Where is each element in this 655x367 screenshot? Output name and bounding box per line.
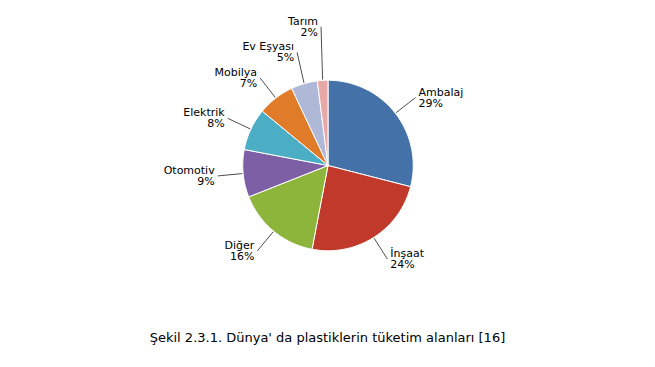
svg-text:Mobilya7%: Mobilya7% (215, 66, 258, 90)
svg-text:Tarım2%: Tarım2% (287, 15, 318, 39)
svg-text:Ambalaj29%: Ambalaj29% (419, 86, 464, 110)
svg-text:Ev Eşyası5%: Ev Eşyası5% (242, 40, 294, 64)
html-text:Şekil 2.3.1. Dünya' da plastik: Şekil 2.3.1. Dünya' da plastiklerin tüke… (149, 330, 506, 345)
svg-text:İnşaat24%: İnşaat24% (390, 247, 424, 271)
svg-text:Otomotiv9%: Otomotiv9% (164, 164, 216, 188)
svg-text:Diğer16%: Diğer16% (225, 239, 255, 263)
svg-text:Elektrik8%: Elektrik8% (183, 106, 225, 130)
